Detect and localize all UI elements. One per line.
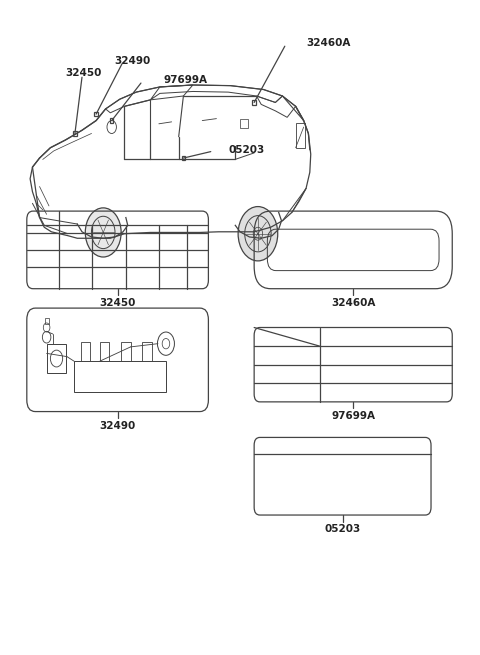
Bar [74,361,166,392]
Bar [100,342,109,361]
Text: 97699A: 97699A [331,411,375,421]
Bar [47,344,66,373]
Bar [296,123,305,148]
Bar [121,342,131,361]
Bar [182,156,185,160]
Circle shape [238,206,278,261]
Text: 32450: 32450 [99,298,136,308]
Bar [73,131,77,136]
Bar [110,119,113,123]
Bar [45,318,49,324]
Text: 05203: 05203 [324,524,360,534]
Bar [240,119,249,128]
Bar [143,342,152,361]
Circle shape [85,208,121,257]
Text: 32460A: 32460A [306,38,350,48]
Text: 97699A: 97699A [164,75,207,85]
Bar [95,112,98,117]
Text: 32460A: 32460A [331,298,375,308]
Text: 32490: 32490 [99,421,136,431]
Bar [252,100,256,105]
Text: 32490: 32490 [114,56,151,66]
Bar [81,342,91,361]
Text: 32450: 32450 [65,68,102,79]
Text: 05203: 05203 [228,145,264,155]
